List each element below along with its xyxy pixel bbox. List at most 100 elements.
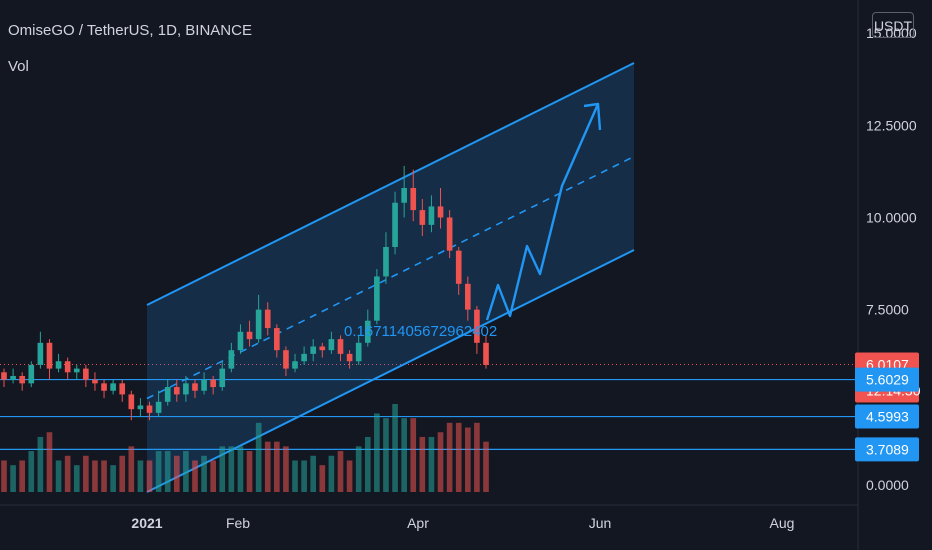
volume-bar-16 bbox=[146, 460, 153, 492]
volume-bar-11 bbox=[101, 460, 107, 492]
candle-body-18 bbox=[164, 387, 171, 402]
candle-body-30 bbox=[274, 328, 280, 351]
candle-body-36 bbox=[328, 339, 335, 351]
volume-bar-29 bbox=[264, 441, 271, 492]
x-tick-label-0: 2021 bbox=[131, 515, 162, 531]
candle-body-43 bbox=[392, 202, 398, 247]
candle-body-17 bbox=[155, 401, 162, 413]
volume-bar-38 bbox=[346, 460, 353, 492]
candle-body-32 bbox=[292, 361, 298, 369]
volume-bar-48 bbox=[437, 432, 444, 492]
candle-body-52 bbox=[474, 309, 480, 343]
candle-body-15 bbox=[137, 405, 144, 410]
volume-bar-47 bbox=[428, 436, 435, 492]
y-tick-label-1: 12.5000 bbox=[866, 117, 917, 133]
volume-bar-28 bbox=[255, 422, 262, 492]
candle-body-5 bbox=[46, 342, 53, 369]
x-tick-label-3: Jun bbox=[589, 515, 612, 531]
candle-body-46 bbox=[419, 210, 426, 225]
x-tick-label-4: Aug bbox=[770, 515, 795, 531]
y-tick-label-3: 7.5000 bbox=[866, 302, 909, 318]
volume-bar-5 bbox=[46, 432, 53, 492]
volume-bar-33 bbox=[301, 460, 307, 492]
candle-body-47 bbox=[428, 206, 435, 225]
candle-body-40 bbox=[364, 320, 371, 343]
candle-body-26 bbox=[237, 331, 244, 351]
volume-bar-7 bbox=[64, 455, 71, 492]
candle-body-28 bbox=[255, 309, 262, 340]
volume-bar-2 bbox=[19, 460, 26, 492]
candle-body-38 bbox=[346, 353, 353, 362]
volume-bar-18 bbox=[164, 451, 171, 492]
volume-bar-4 bbox=[37, 436, 44, 492]
candle-body-2 bbox=[19, 375, 26, 384]
volume-bar-17 bbox=[155, 451, 162, 492]
candle-body-27 bbox=[246, 331, 253, 340]
x-tick-label-1: Feb bbox=[226, 515, 250, 531]
volume-bar-14 bbox=[128, 446, 135, 492]
volume-label: Vol bbox=[8, 58, 29, 75]
price-badge-2 bbox=[855, 367, 919, 392]
volume-bar-51 bbox=[464, 427, 471, 492]
candle-body-24 bbox=[219, 368, 226, 388]
candle-body-23 bbox=[210, 379, 216, 388]
candle-body-35 bbox=[319, 346, 326, 351]
volume-bar-46 bbox=[419, 436, 426, 492]
candle-body-21 bbox=[192, 383, 198, 391]
volume-bar-26 bbox=[237, 446, 244, 492]
volume-bar-9 bbox=[83, 455, 89, 492]
volume-bar-15 bbox=[137, 460, 144, 492]
candle-body-20 bbox=[183, 383, 189, 395]
volume-bar-36 bbox=[328, 455, 335, 492]
volume-bar-42 bbox=[383, 418, 389, 492]
candle-body-9 bbox=[83, 368, 89, 380]
volume-bar-24 bbox=[219, 446, 226, 492]
volume-bar-45 bbox=[410, 418, 417, 492]
volume-bar-44 bbox=[401, 418, 407, 492]
annotation-text: 0.16711405672962402 bbox=[344, 323, 497, 340]
candle-body-48 bbox=[437, 206, 444, 218]
candle-body-8 bbox=[73, 368, 80, 373]
candle-body-19 bbox=[173, 387, 180, 395]
symbol-title: OmiseGO / TetherUS, 1D, BINANCE bbox=[8, 22, 252, 39]
volume-bar-0 bbox=[1, 460, 7, 492]
candle-body-31 bbox=[283, 350, 289, 369]
candle-body-25 bbox=[228, 350, 235, 369]
x-tick-label-2: Apr bbox=[407, 515, 429, 531]
volume-bar-34 bbox=[310, 455, 317, 492]
volume-bar-43 bbox=[392, 404, 398, 492]
candle-body-16 bbox=[146, 405, 153, 413]
candle-body-12 bbox=[110, 383, 116, 391]
candle-body-44 bbox=[401, 187, 407, 203]
volume-bar-49 bbox=[446, 422, 453, 492]
volume-bar-21 bbox=[192, 460, 198, 492]
volume-bar-13 bbox=[119, 455, 126, 492]
candle-body-0 bbox=[1, 372, 7, 380]
y-tick-label-2: 10.0000 bbox=[866, 209, 917, 225]
price-badge-text-2: 5.6029 bbox=[866, 372, 909, 388]
volume-bar-53 bbox=[483, 441, 489, 492]
channel-upper-line bbox=[146, 62, 635, 306]
currency-button[interactable]: USDT bbox=[872, 12, 914, 38]
candle-body-53 bbox=[483, 342, 489, 365]
candle-body-50 bbox=[455, 250, 462, 284]
projection-path bbox=[485, 103, 600, 321]
candle-body-39 bbox=[355, 342, 362, 362]
volume-bar-31 bbox=[283, 446, 289, 492]
projection-arrowhead bbox=[583, 102, 602, 131]
volume-bar-37 bbox=[337, 451, 344, 492]
volume-bar-40 bbox=[364, 436, 371, 492]
candle-body-29 bbox=[264, 309, 271, 329]
candle-body-33 bbox=[301, 353, 307, 362]
volume-bar-20 bbox=[183, 451, 189, 492]
y-tick-label-zero: 0.0000 bbox=[866, 477, 909, 493]
price-badge-4 bbox=[855, 437, 919, 462]
volume-bar-27 bbox=[246, 451, 253, 492]
candle-body-1 bbox=[10, 375, 16, 380]
candle-body-45 bbox=[410, 187, 417, 211]
volume-bar-30 bbox=[274, 441, 280, 492]
price-badge-text-3: 4.5993 bbox=[866, 409, 909, 425]
volume-bar-41 bbox=[374, 413, 380, 492]
